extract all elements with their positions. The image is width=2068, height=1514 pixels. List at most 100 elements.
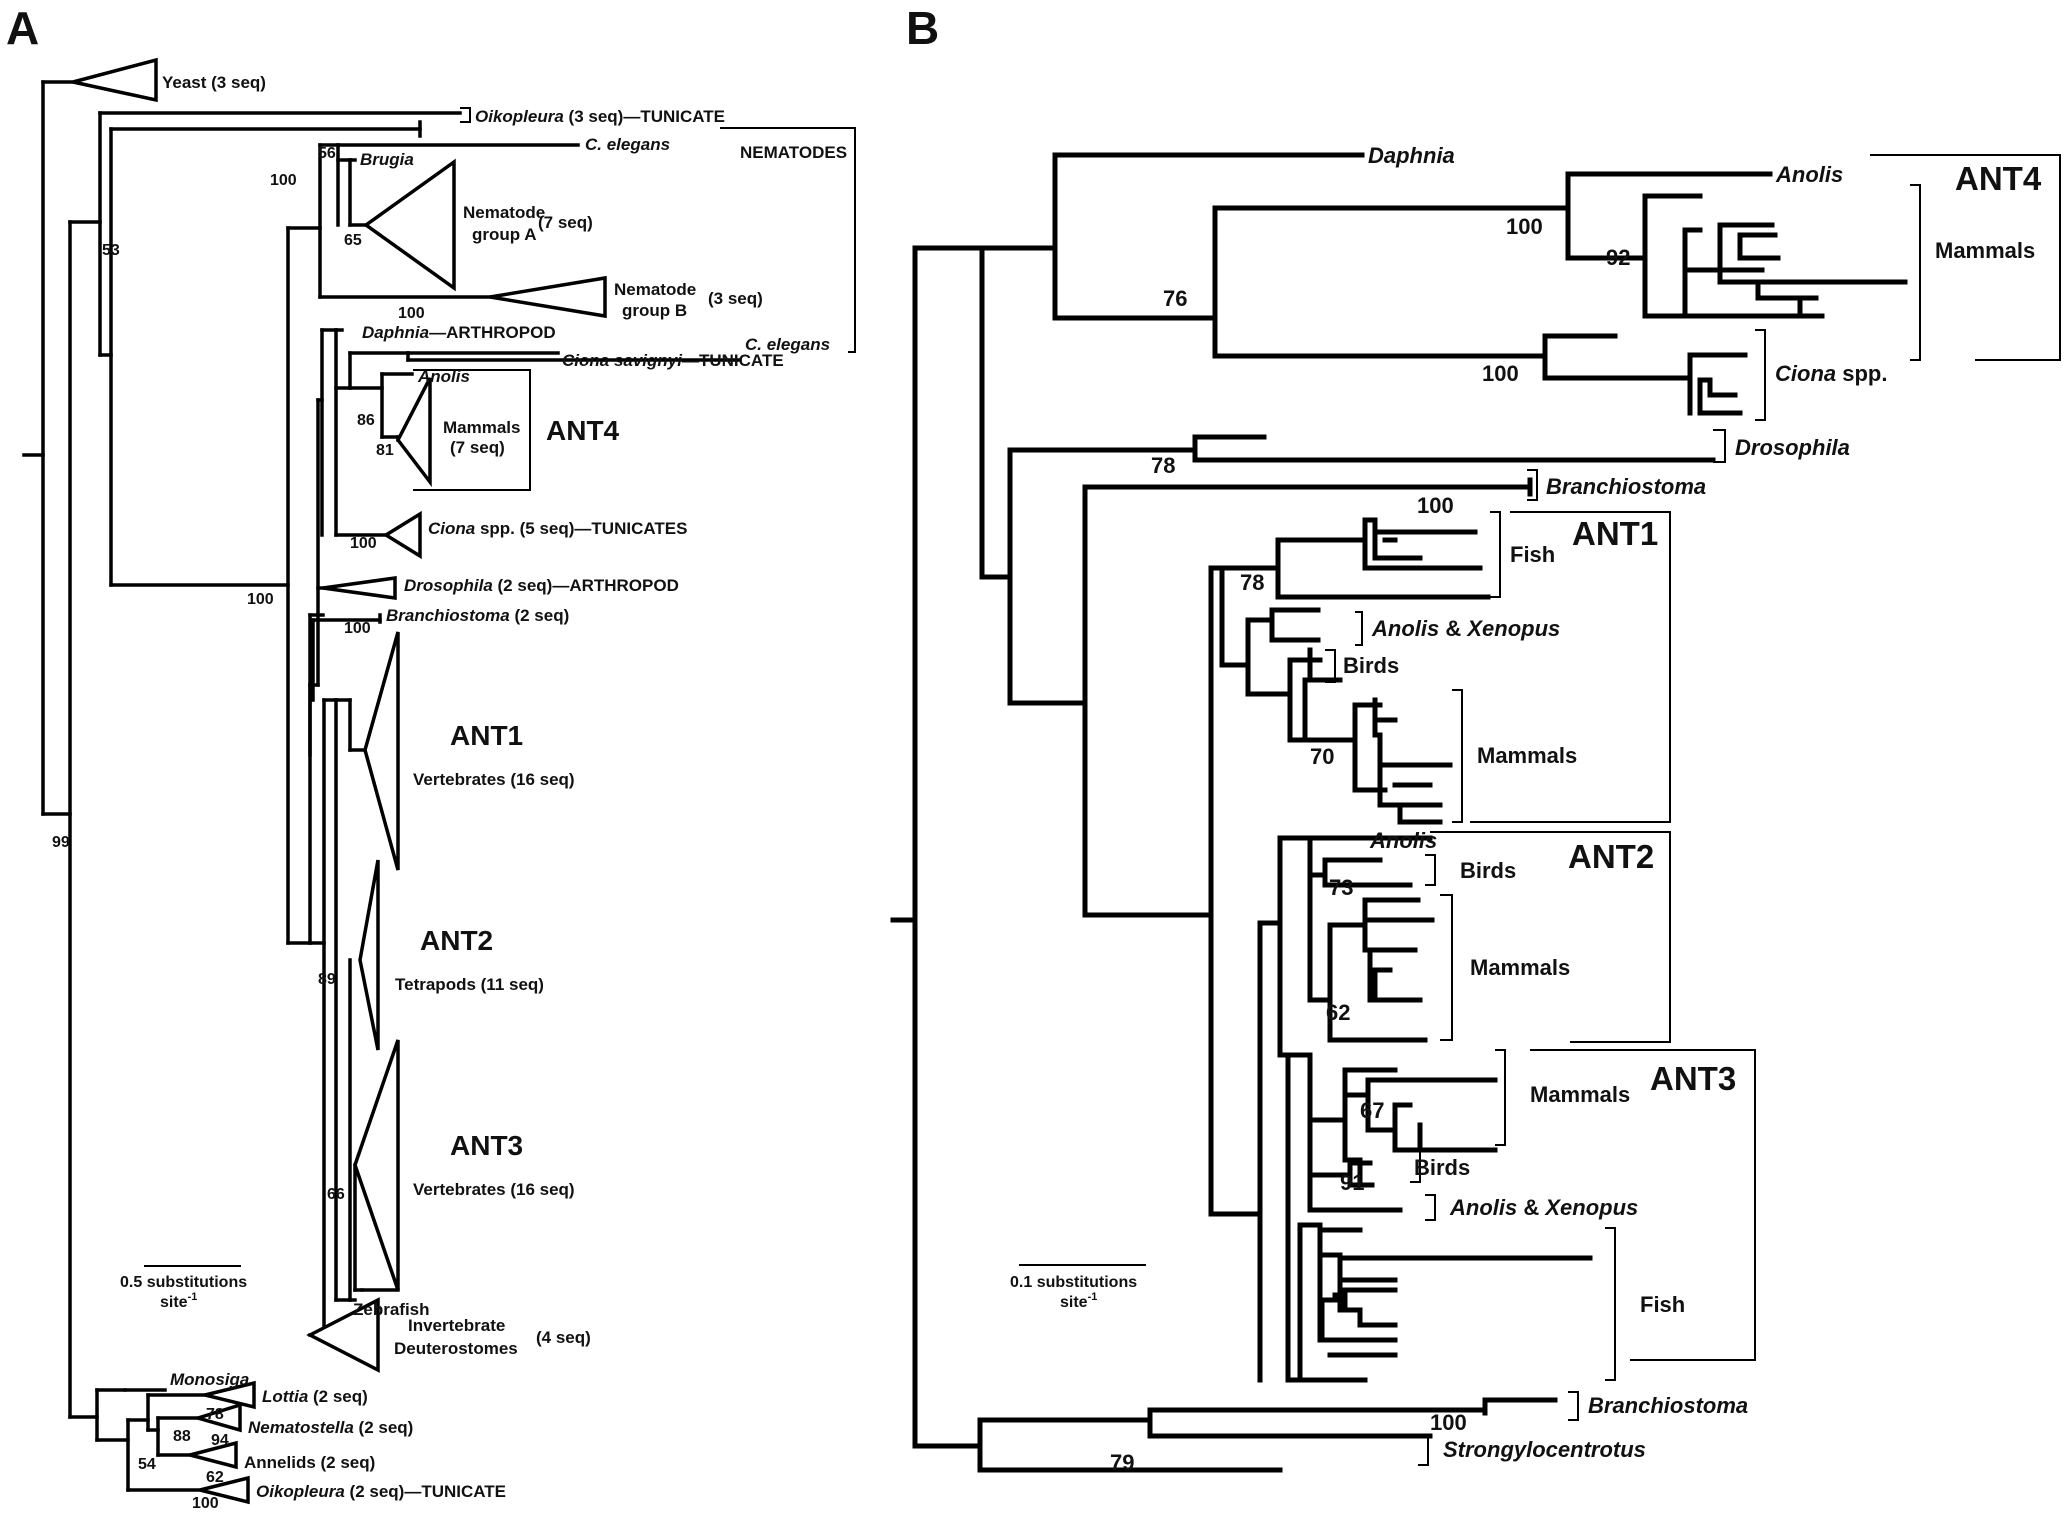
support-b-100-1: 100	[1506, 214, 1543, 239]
panel-a-tip-labels: Yeast (3 seq) Oikopleura (3 seq)—TUNICAT…	[162, 73, 847, 1501]
tip-lottia: Lottia (2 seq)	[262, 1387, 368, 1406]
bracket-drosophila	[1713, 430, 1725, 462]
tip-invertebrate-1: Invertebrate	[408, 1316, 505, 1335]
support-a-100-2: 100	[398, 305, 425, 322]
bracket-mammals1	[1452, 690, 1462, 822]
panel-a-scale-bar: 0.5 substitutions site-1	[120, 1266, 247, 1311]
tip-drosophila: Drosophila (2 seq)—ARTHROPOD	[404, 576, 679, 595]
label-ant2-a: ANT2	[420, 925, 493, 956]
label-ant3-b: ANT3	[1650, 1060, 1736, 1097]
tip-b-strongylocentrotus: Strongylocentrotus	[1443, 1437, 1646, 1462]
tip-anolis: Anolis	[417, 367, 470, 386]
bracket-fish1	[1490, 512, 1500, 597]
bracket-branchiostoma2	[1568, 1392, 1578, 1420]
label-ant3-a: ANT3	[450, 1130, 523, 1161]
support-a-54: 54	[138, 1456, 156, 1473]
label-ant1-b: ANT1	[1572, 515, 1658, 552]
tip-b-mammals-2: Mammals	[1470, 955, 1570, 980]
scale-a-line1: 0.5 substitutions	[120, 1274, 247, 1291]
label-ant2-a-sub: Tetrapods (11 seq)	[395, 975, 544, 994]
support-b-100-3: 100	[1417, 493, 1454, 518]
tip-b-birds-2: Birds	[1460, 858, 1516, 883]
scale-b-line2: site-1	[1060, 1291, 1097, 1311]
collapsed-clade-ciona	[386, 514, 420, 556]
tip-ciona-savignyi: Ciona savignyi—TUNICATE	[562, 351, 784, 370]
panel-b-branches	[893, 155, 1905, 1470]
tip-b-birds-1: Birds	[1343, 653, 1399, 678]
support-b-67: 67	[1360, 1098, 1384, 1123]
bracket-mammals3	[1495, 1050, 1505, 1145]
panel-b: B	[893, 2, 2060, 1475]
support-b-76: 76	[1163, 286, 1187, 311]
tunicate-bracket	[460, 108, 470, 122]
support-b-79: 79	[1110, 1450, 1134, 1475]
support-b-78-2: 78	[1240, 570, 1264, 595]
support-b-70: 70	[1310, 744, 1334, 769]
tip-nematode-b-2: group B	[622, 301, 687, 320]
support-a-100-3: 100	[350, 535, 377, 552]
support-a-78: 78	[206, 1406, 224, 1423]
support-a-100-5: 100	[344, 620, 371, 637]
support-a-94: 94	[211, 1432, 229, 1449]
support-a-99: 99	[52, 834, 70, 851]
bracket-mammals-ant4	[1910, 185, 1920, 360]
tip-nematode-a-2: group A	[472, 225, 537, 244]
tip-ciona: Ciona spp. (5 seq)—TUNICATES	[428, 519, 687, 538]
tip-b-anolis-top: Anolis	[1775, 162, 1843, 187]
support-a-53: 53	[102, 242, 120, 259]
tip-b-ciona: Ciona spp.	[1775, 361, 1887, 386]
label-ant1-a-sub: Vertebrates (16 seq)	[413, 770, 575, 789]
tip-oikopleura-2: Oikopleura (2 seq)—TUNICATE	[256, 1482, 506, 1501]
support-b-73: 73	[1329, 875, 1353, 900]
collapsed-clade-mammals-ant4	[398, 378, 430, 482]
support-a-81: 81	[376, 442, 394, 459]
bracket-mammals2	[1440, 895, 1452, 1040]
tip-yeast: Yeast (3 seq)	[162, 73, 266, 92]
support-a-100-1: 100	[270, 172, 297, 189]
bracket-fish3	[1605, 1228, 1615, 1380]
support-a-89: 89	[318, 971, 336, 988]
bracket-anolis-xen3	[1425, 1195, 1435, 1220]
tip-mammals-1: Mammals	[443, 418, 520, 437]
bracket-birds2	[1425, 855, 1435, 885]
support-b-100-4: 100	[1430, 1410, 1467, 1435]
tip-b-fish-3: Fish	[1640, 1292, 1685, 1317]
support-b-92: 92	[1606, 245, 1630, 270]
bracket-ciona	[1755, 330, 1765, 420]
tip-b-mammals-3: Mammals	[1530, 1082, 1630, 1107]
support-a-62: 62	[206, 1469, 224, 1486]
tip-nematodes: NEMATODES	[740, 143, 847, 162]
support-b-78-1: 78	[1151, 453, 1175, 478]
label-ant2-b: ANT2	[1568, 838, 1654, 875]
support-b-62: 62	[1326, 1000, 1350, 1025]
tip-b-fish1: Fish	[1510, 542, 1555, 567]
support-b-91: 91	[1340, 1170, 1364, 1195]
support-a-65: 65	[344, 232, 362, 249]
tip-b-anolis-xenopus-3: Anolis & Xenopus	[1449, 1195, 1638, 1220]
panel-b-brackets	[1325, 155, 2060, 1465]
label-ant4-b: ANT4	[1955, 160, 2042, 197]
tip-b-mammals-ant4: Mammals	[1935, 238, 2035, 263]
tip-b-branchiostoma: Branchiostoma	[1546, 474, 1706, 499]
collapsed-clade-ant3	[355, 1040, 398, 1290]
tip-b-anolis-ant2: Anolis	[1369, 828, 1437, 853]
tip-daphnia: Daphnia—ARTHROPOD	[362, 323, 556, 342]
tip-b-mammals-1: Mammals	[1477, 743, 1577, 768]
tip-invertebrate-3: (4 seq)	[536, 1328, 591, 1347]
support-a-100-6: 100	[192, 1495, 219, 1512]
tip-b-anolis-xenopus-1: Anolis & Xenopus	[1371, 616, 1560, 641]
tip-b-drosophila: Drosophila	[1735, 435, 1850, 460]
tip-nematode-b-1: Nematode	[614, 280, 696, 299]
support-a-100-4: 100	[247, 591, 274, 608]
panel-b-label: B	[906, 2, 939, 54]
scale-b-line1: 0.1 substitutions	[1010, 1274, 1137, 1291]
tip-b-daphnia: Daphnia	[1368, 143, 1455, 168]
tip-mammals-2: (7 seq)	[450, 438, 505, 457]
support-a-88: 88	[173, 1428, 191, 1445]
collapsed-clade-yeast	[73, 60, 156, 100]
tip-annelids: Annelids (2 seq)	[244, 1453, 375, 1472]
tip-b-branchiostoma-2: Branchiostoma	[1588, 1393, 1748, 1418]
bracket-anolis-xen1	[1355, 612, 1362, 645]
tip-brugia: Brugia	[360, 150, 414, 169]
